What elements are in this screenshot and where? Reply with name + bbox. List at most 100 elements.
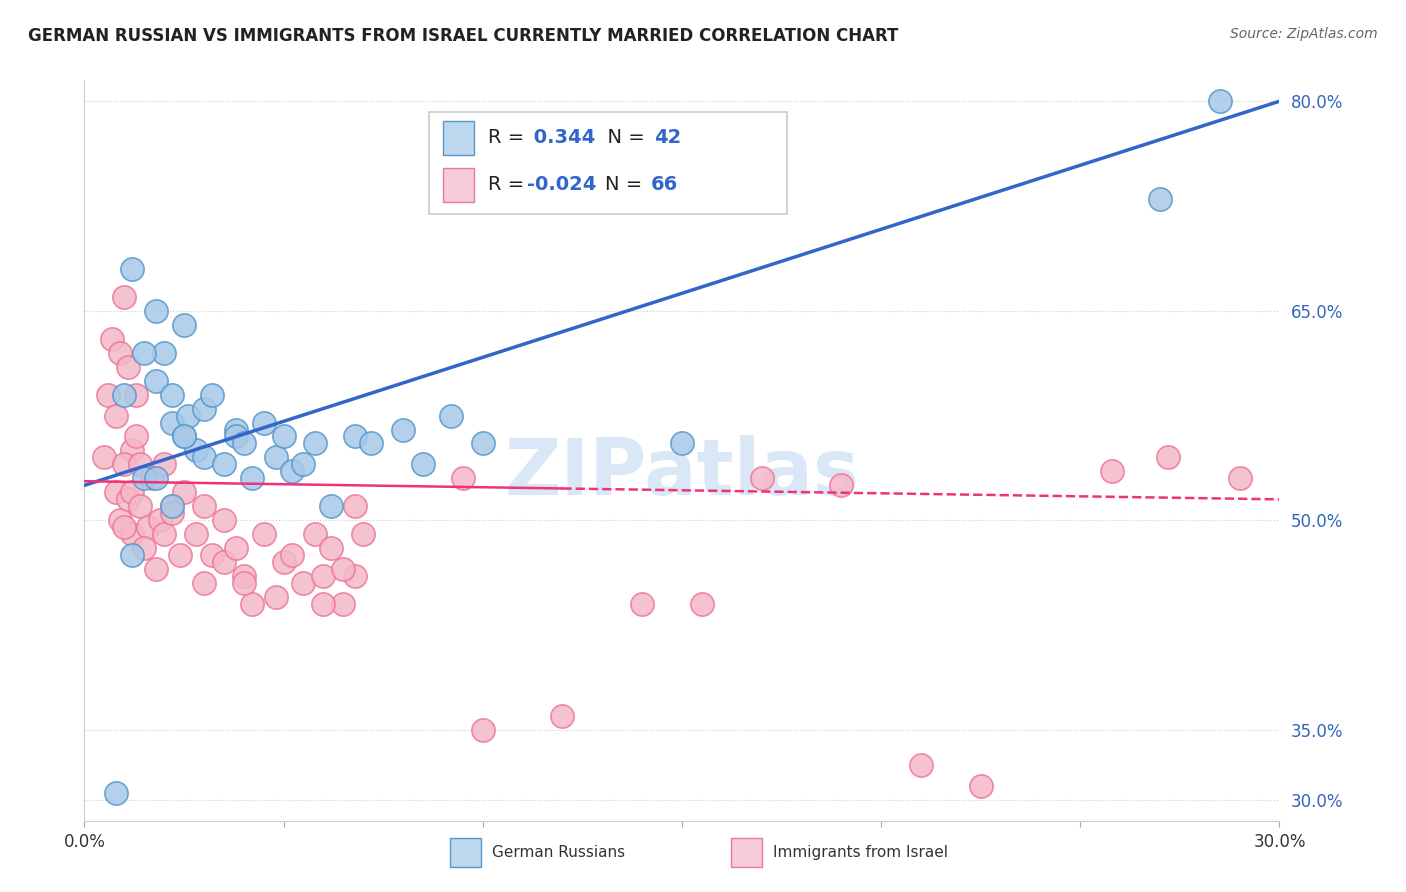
- Point: [201, 387, 224, 401]
- Text: N =: N =: [595, 128, 651, 147]
- Point: [240, 471, 263, 485]
- Text: 42: 42: [654, 128, 681, 147]
- Point: [117, 359, 139, 374]
- Point: [910, 757, 932, 772]
- Point: [970, 779, 993, 793]
- Point: [193, 576, 215, 591]
- Point: [304, 436, 326, 450]
- Point: [631, 597, 654, 611]
- Point: [671, 436, 693, 450]
- Point: [173, 485, 195, 500]
- Point: [751, 471, 773, 485]
- Point: [471, 723, 494, 737]
- Point: [160, 387, 183, 401]
- Point: [312, 597, 335, 611]
- Point: [121, 527, 143, 541]
- Point: [471, 436, 494, 450]
- Point: [117, 492, 139, 507]
- Point: [105, 786, 128, 800]
- Point: [145, 374, 167, 388]
- Point: [225, 423, 247, 437]
- Point: [153, 458, 176, 472]
- Point: [212, 458, 235, 472]
- Y-axis label: Currently Married: Currently Married: [0, 377, 8, 524]
- Point: [551, 709, 574, 723]
- Point: [344, 569, 367, 583]
- Text: N =: N =: [605, 176, 648, 194]
- Point: [1209, 94, 1232, 108]
- Point: [141, 471, 163, 485]
- Point: [690, 597, 713, 611]
- Text: GERMAN RUSSIAN VS IMMIGRANTS FROM ISRAEL CURRENTLY MARRIED CORRELATION CHART: GERMAN RUSSIAN VS IMMIGRANTS FROM ISRAEL…: [28, 27, 898, 45]
- Point: [110, 345, 132, 359]
- Point: [112, 290, 135, 304]
- Point: [212, 555, 235, 569]
- Point: [160, 506, 183, 520]
- Point: [129, 500, 152, 514]
- Point: [201, 548, 224, 562]
- Point: [360, 436, 382, 450]
- Point: [132, 541, 156, 556]
- Point: [332, 597, 354, 611]
- Point: [312, 569, 335, 583]
- Point: [121, 443, 143, 458]
- Point: [97, 387, 120, 401]
- Point: [145, 303, 167, 318]
- Text: 66: 66: [651, 176, 678, 194]
- Text: R =: R =: [488, 128, 530, 147]
- Point: [344, 500, 367, 514]
- Point: [145, 471, 167, 485]
- Point: [232, 569, 254, 583]
- Point: [225, 429, 247, 443]
- Point: [193, 401, 215, 416]
- Point: [1101, 464, 1123, 478]
- Point: [292, 576, 315, 591]
- Point: [129, 458, 152, 472]
- Point: [132, 345, 156, 359]
- Point: [240, 597, 263, 611]
- Point: [264, 450, 287, 465]
- Point: [93, 450, 115, 465]
- Point: [101, 332, 124, 346]
- Point: [136, 520, 159, 534]
- Point: [112, 520, 135, 534]
- Point: [145, 562, 167, 576]
- Point: [1229, 471, 1251, 485]
- Text: -0.024: -0.024: [527, 176, 596, 194]
- Point: [110, 513, 132, 527]
- Point: [160, 500, 183, 514]
- Point: [273, 429, 295, 443]
- Point: [169, 548, 191, 562]
- Point: [304, 527, 326, 541]
- Point: [193, 450, 215, 465]
- Point: [177, 409, 200, 423]
- Point: [440, 409, 463, 423]
- Point: [280, 464, 302, 478]
- Point: [184, 443, 207, 458]
- Point: [193, 500, 215, 514]
- Point: [112, 387, 135, 401]
- Point: [352, 527, 374, 541]
- Point: [321, 500, 343, 514]
- Point: [121, 485, 143, 500]
- Point: [121, 548, 143, 562]
- Point: [173, 429, 195, 443]
- Point: [105, 485, 128, 500]
- Point: [112, 458, 135, 472]
- Point: [830, 478, 852, 492]
- Point: [125, 429, 148, 443]
- Point: [321, 541, 343, 556]
- Point: [253, 416, 276, 430]
- Point: [160, 500, 183, 514]
- Point: [232, 576, 254, 591]
- Point: [160, 416, 183, 430]
- Text: Immigrants from Israel: Immigrants from Israel: [773, 846, 948, 860]
- Point: [1157, 450, 1180, 465]
- Point: [273, 555, 295, 569]
- Point: [392, 423, 415, 437]
- Point: [153, 527, 176, 541]
- Point: [412, 458, 434, 472]
- Point: [121, 261, 143, 276]
- Text: 0.344: 0.344: [527, 128, 596, 147]
- Point: [344, 429, 367, 443]
